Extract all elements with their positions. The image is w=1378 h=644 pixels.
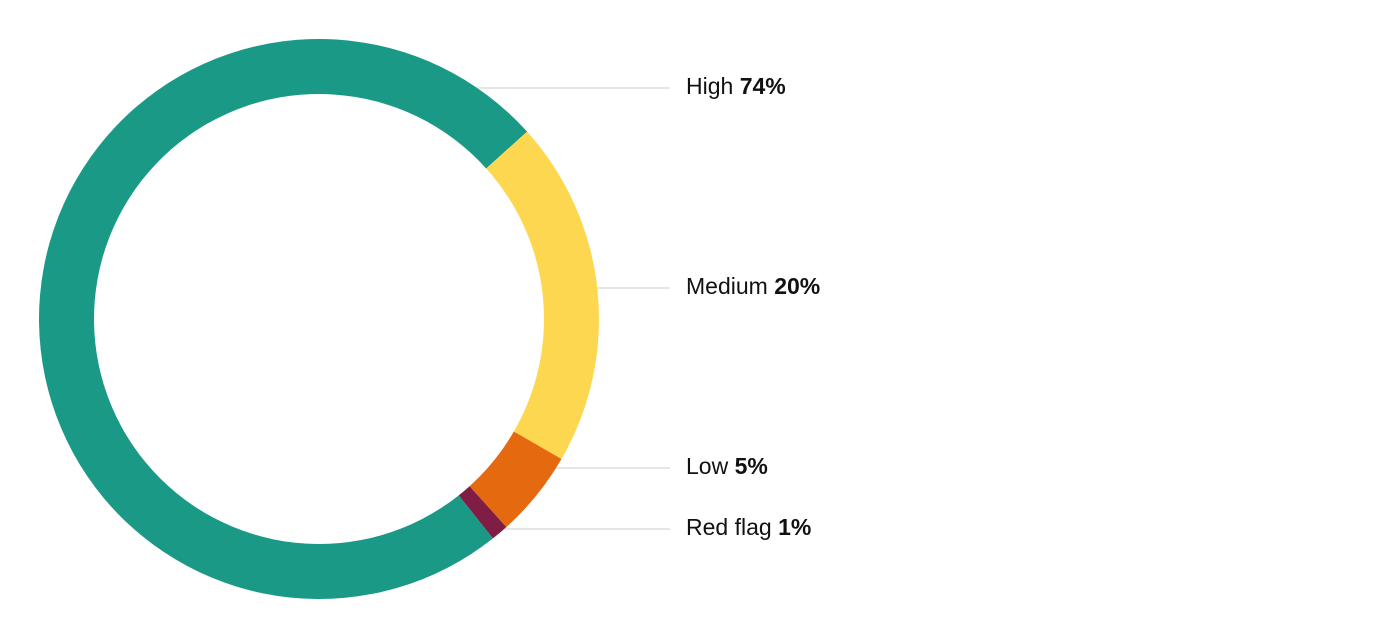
segment-label: Medium 20% (686, 273, 820, 299)
donut-segment (486, 131, 599, 459)
category-label: Low (686, 453, 729, 479)
segment-label: High 74% (686, 73, 786, 99)
value-label: 74% (740, 73, 786, 99)
category-label: Medium (686, 273, 768, 299)
category-label: Red flag (686, 514, 772, 540)
donut-segment (39, 38, 528, 599)
value-label: 1% (778, 514, 811, 540)
value-label: 5% (735, 453, 768, 479)
value-label: 20% (774, 273, 820, 299)
segment-label: Red flag 1% (686, 514, 811, 540)
category-label: High (686, 73, 733, 99)
donut-segment (458, 486, 507, 539)
segment-label: Low 5% (686, 453, 768, 479)
donut-segment (469, 431, 562, 528)
